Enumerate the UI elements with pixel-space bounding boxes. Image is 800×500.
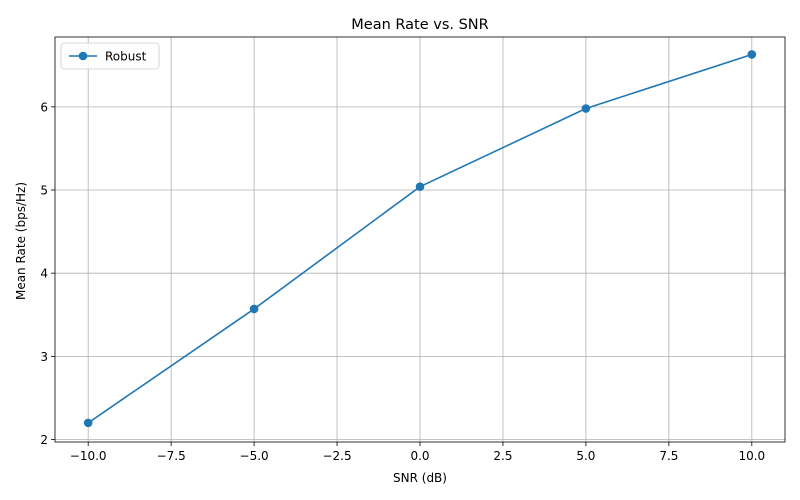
x-tick-label: 5.0	[576, 449, 595, 463]
x-tick-label: −7.5	[157, 449, 186, 463]
legend: Robust	[60, 42, 160, 70]
y-tick-label: 2	[40, 433, 48, 447]
y-tick-label: 5	[40, 184, 48, 198]
data-point	[747, 50, 757, 59]
y-axis-ticks: 2 3 4 5 6	[40, 100, 55, 447]
legend-marker	[78, 51, 88, 61]
y-axis-label: Mean Rate (bps/Hz)	[14, 182, 28, 300]
x-tick-label: −2.5	[322, 449, 351, 463]
y-tick-label: 4	[40, 267, 48, 281]
data-point	[581, 104, 591, 113]
x-tick-label: 2.5	[493, 449, 512, 463]
x-tick-label: −10.0	[70, 449, 107, 463]
x-tick-label: 7.5	[659, 449, 678, 463]
x-tick-label: 10.0	[738, 449, 765, 463]
legend-label: Robust	[105, 50, 147, 64]
series-layer	[83, 50, 757, 428]
x-axis-label: SNR (dB)	[393, 471, 447, 485]
x-tick-label: −5.0	[240, 449, 269, 463]
chart-title: Mean Rate vs. SNR	[351, 17, 488, 33]
data-point	[83, 418, 93, 428]
x-axis-ticks: −10.0 −7.5 −5.0 −2.5 0.0 2.5 5.0 7.5 10.0	[70, 442, 765, 463]
x-tick-label: 0.0	[410, 449, 429, 463]
y-tick-label: 6	[40, 100, 48, 114]
grid	[55, 37, 785, 442]
legend-box	[60, 42, 160, 70]
data-point	[249, 304, 259, 314]
y-tick-label: 3	[40, 350, 48, 364]
data-point	[415, 182, 425, 191]
